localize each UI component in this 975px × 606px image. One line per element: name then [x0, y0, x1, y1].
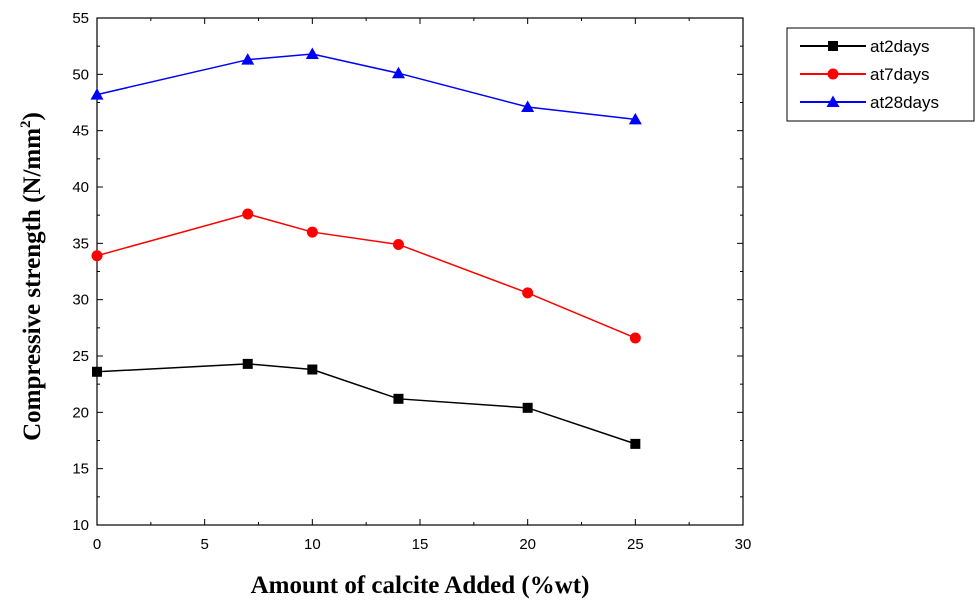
series-layer — [90, 47, 642, 449]
data-point — [242, 358, 253, 369]
x-tick-label: 10 — [304, 536, 321, 553]
data-point — [522, 287, 534, 299]
data-point — [522, 402, 533, 413]
series-at7days — [91, 208, 641, 344]
data-point — [391, 66, 405, 79]
data-point — [242, 208, 254, 220]
y-axis-title: Compressive strength (N/mm2) — [18, 112, 46, 441]
plot-frame — [96, 17, 744, 526]
y-tick-label: 10 — [72, 517, 89, 534]
y-tick-label: 40 — [72, 179, 89, 196]
data-point — [92, 366, 102, 377]
y-tick-label: 20 — [72, 404, 89, 421]
data-point — [628, 112, 642, 125]
legend-label: at2days — [870, 37, 930, 56]
data-point — [630, 438, 641, 449]
x-tick-label: 15 — [412, 536, 429, 553]
series-at28days — [90, 47, 642, 125]
x-tick-label: 0 — [93, 536, 101, 553]
data-point — [629, 332, 641, 344]
x-tick-label: 5 — [200, 536, 208, 553]
data-point — [392, 238, 404, 250]
series-line — [96, 363, 636, 445]
data-point — [91, 250, 103, 262]
y-tick-label: 30 — [72, 292, 89, 309]
y-tick-label: 35 — [72, 235, 89, 252]
x-tick-label: 20 — [519, 536, 536, 553]
data-point — [305, 47, 319, 60]
plot-area — [90, 17, 744, 526]
x-tick-label: 30 — [735, 536, 752, 553]
legend-item-at7days: at7days — [800, 65, 930, 84]
x-tick-label: 25 — [627, 536, 644, 553]
legend-marker — [827, 68, 839, 80]
axis-ticks — [96, 17, 744, 526]
series-line — [96, 213, 636, 339]
x-axis-title: Amount of calcite Added (%wt) — [251, 572, 590, 599]
data-point — [393, 393, 404, 404]
data-point — [307, 364, 318, 375]
y-tick-label: 55 — [72, 10, 89, 27]
data-point — [241, 53, 255, 65]
y-axis-title-main: Compressive strength (N/mm — [19, 128, 46, 441]
y-axis-title-close: ) — [19, 112, 46, 120]
legend: at2days at7days at28days — [786, 27, 975, 122]
data-point — [90, 88, 104, 100]
legend-marker — [828, 41, 838, 51]
legend-item-at2days: at2days — [800, 37, 930, 56]
legend-label: at7days — [870, 65, 930, 84]
data-point — [521, 100, 535, 113]
y-tick-label: 25 — [72, 348, 89, 365]
series-line — [96, 53, 636, 121]
legend-item-at28days: at28days — [800, 93, 939, 112]
y-tick-label: 50 — [72, 66, 89, 83]
series-at2days — [92, 358, 641, 449]
legend-marker — [826, 95, 840, 107]
y-tick-label: 45 — [72, 123, 89, 140]
x-tick-labels: 0 5 10 15 20 25 30 — [93, 536, 752, 553]
data-point — [306, 226, 318, 238]
legend-label: at28days — [870, 93, 939, 112]
y-tick-label: 15 — [72, 461, 89, 478]
y-tick-labels: 10 15 20 25 30 35 40 45 50 55 — [72, 10, 89, 534]
y-axis-title-superscript: 2 — [18, 120, 34, 128]
